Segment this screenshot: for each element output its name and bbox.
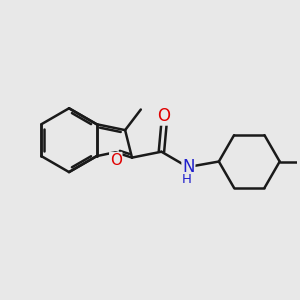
- Text: O: O: [158, 107, 170, 125]
- Text: H: H: [182, 173, 191, 186]
- Text: O: O: [110, 153, 122, 168]
- Text: N: N: [182, 158, 195, 176]
